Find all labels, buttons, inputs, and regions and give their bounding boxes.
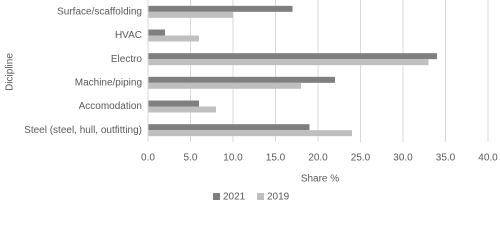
bar [148,5,293,12]
bar [148,100,199,107]
bar [148,53,437,60]
y-axis-label: Dicipline [5,53,16,91]
legend-label: 2019 [267,192,290,203]
x-tick-label: 35.0 [436,153,456,164]
bar [148,29,165,36]
bar [148,82,301,89]
y-tick-label: HVAC [115,30,142,41]
y-tick-label: Surface/scaffolding [57,6,142,17]
y-tick-label: Machine/piping [75,77,142,88]
x-tick-label: 20.0 [308,153,328,164]
x-tick-label: 15.0 [266,153,286,164]
x-tick-label: 0.0 [141,153,155,164]
legend-label: 2021 [223,192,246,203]
bar [148,124,310,131]
bar [148,11,233,18]
x-tick-label: 25.0 [351,153,371,164]
y-tick-label: Electro [111,54,143,65]
y-tick-label: Steel (steel, hull, outfitting) [24,125,142,136]
legend-swatch [213,193,220,200]
bar [148,35,199,42]
x-tick-label: 40.0 [478,153,498,164]
x-tick-label: 5.0 [184,153,198,164]
bar [148,59,429,66]
y-tick-label: Accomodation [79,101,142,112]
bar [148,106,216,113]
chart: Share % Dicipline 0.0 5.0 10.0 15.0 20.0 25.0… [5,0,498,203]
bar [148,76,335,83]
bar [148,130,352,137]
x-axis-label: Share % [301,174,339,185]
x-tick-label: 30.0 [393,153,413,164]
legend-swatch [257,193,264,200]
x-tick-label: 10.0 [223,153,243,164]
